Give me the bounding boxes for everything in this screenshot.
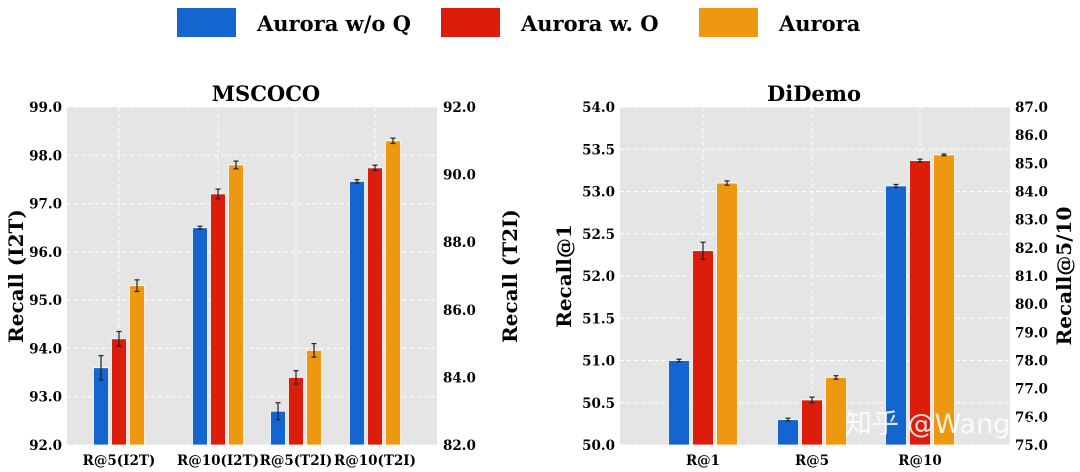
bar-aurora-w-o <box>288 376 304 446</box>
y-tick-label: 51.0 <box>582 354 615 370</box>
y2-axis-label: Recall (T2I) <box>498 209 522 343</box>
watermark-text: 知乎 @Wang.nx <box>845 409 1052 440</box>
bar-aurora-w-o-q <box>777 419 799 446</box>
y2-tick-label: 90.0 <box>443 168 476 184</box>
legend-label: Aurora w. O <box>520 11 659 36</box>
y2-tick-label: 81.0 <box>1015 269 1048 285</box>
y2-tick-label: 76.0 <box>1015 410 1048 426</box>
bar-aurora <box>129 285 145 446</box>
y-tick-label: 53.5 <box>582 142 615 158</box>
y-tick-label: 97.0 <box>29 197 62 213</box>
bar-aurora-w-o-q <box>668 360 690 446</box>
chart-panel-didemo: 50.0 50.5 51.0 51.5 52.0 52.5 53.0 53.5 54.0 75.0… <box>552 81 1076 469</box>
chart-panel-mscoco: 92.0 93.0 94.0 95.0 96.0 97.0 98.0 99.0 82.0 84.0… <box>4 81 522 469</box>
bar-aurora-w-o-q <box>885 185 907 446</box>
bar-aurora <box>228 164 244 446</box>
y2-tick-label: 84.0 <box>443 370 476 386</box>
legend-swatch <box>177 8 236 37</box>
y-tick-label: 94.0 <box>29 341 62 357</box>
y2-tick-label: 77.0 <box>1015 382 1048 398</box>
y2-tick-label: 83.0 <box>1015 213 1048 229</box>
x-tick-label: R@5(I2T) <box>83 453 156 469</box>
y-tick-label: 53.0 <box>582 185 615 201</box>
bar-aurora-w-o-q <box>349 180 365 446</box>
x-tick-label: R@5 <box>795 453 829 469</box>
y2-tick-label: 82.0 <box>1015 241 1048 257</box>
x-tick-label: R@10 <box>898 453 942 469</box>
y2-tick-label: 80.0 <box>1015 297 1048 313</box>
legend-label: Aurora <box>778 11 861 36</box>
y2-tick-label: 78.0 <box>1015 354 1048 370</box>
chart-title: MSCOCO <box>212 81 320 106</box>
bar-aurora-w-o <box>210 193 226 446</box>
bar-aurora <box>385 140 401 446</box>
y-axis-label: Recall@1 <box>552 224 576 328</box>
y-axis-label: Recall (I2T) <box>4 209 28 343</box>
y-tick-label: 93.0 <box>29 390 62 406</box>
y2-tick-label: 85.0 <box>1015 156 1048 172</box>
y-tick-label: 50.0 <box>582 438 615 454</box>
bar-aurora-w-o <box>111 338 127 446</box>
y2-tick-label: 84.0 <box>1015 185 1048 201</box>
y2-tick-label: 82.0 <box>443 438 476 454</box>
x-tick-label: R@5(T2I) <box>260 453 333 469</box>
y-tick-label: 51.5 <box>582 311 615 327</box>
x-tick-label: R@10(T2I) <box>334 453 416 469</box>
y-tick-label: 52.5 <box>582 227 615 243</box>
bar-aurora <box>933 154 955 446</box>
y-tick-label: 95.0 <box>29 293 62 309</box>
x-tick-label: R@1 <box>686 453 720 469</box>
y2-tick-label: 86.0 <box>443 303 476 319</box>
bar-aurora-w-o <box>801 399 823 446</box>
x-tick-label: R@10(I2T) <box>177 453 259 469</box>
y-tick-label: 52.0 <box>582 269 615 285</box>
bar-aurora-w-o <box>692 250 714 446</box>
legend-label: Aurora w/o Q <box>256 11 411 36</box>
bar-aurora-w-o <box>367 167 383 446</box>
y2-tick-label: 86.0 <box>1015 128 1048 144</box>
bar-aurora-w-o <box>909 160 931 446</box>
y-tick-label: 50.5 <box>582 396 615 412</box>
y-tick-label: 98.0 <box>29 148 62 164</box>
legend-swatch <box>699 8 758 37</box>
chart-title: DiDemo <box>767 81 861 106</box>
y2-tick-label: 87.0 <box>1015 100 1048 116</box>
y2-tick-label: 88.0 <box>443 235 476 251</box>
y-tick-label: 92.0 <box>29 438 62 454</box>
y2-tick-label: 92.0 <box>443 100 476 116</box>
legend-swatch <box>441 8 500 37</box>
bar-aurora <box>306 349 322 446</box>
bar-aurora <box>825 376 847 446</box>
y-tick-label: 54.0 <box>582 100 615 116</box>
y-tick-label: 96.0 <box>29 245 62 261</box>
bar-aurora-w-o-q <box>192 227 208 446</box>
y-tick-label: 99.0 <box>29 100 62 116</box>
y2-axis-label: Recall@5/10 <box>1052 207 1076 346</box>
bar-aurora <box>716 182 738 446</box>
y2-tick-label: 79.0 <box>1015 325 1048 341</box>
y2-tick-label: 75.0 <box>1015 438 1048 454</box>
